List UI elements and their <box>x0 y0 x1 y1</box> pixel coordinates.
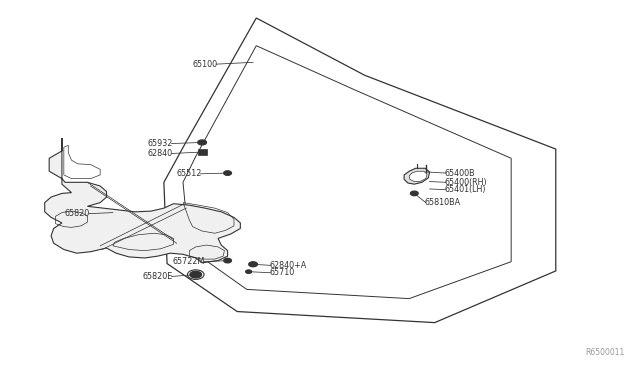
Circle shape <box>224 171 232 175</box>
Circle shape <box>198 140 207 145</box>
Circle shape <box>410 191 418 196</box>
Circle shape <box>246 270 252 273</box>
Circle shape <box>224 259 232 263</box>
Text: 65400B: 65400B <box>445 169 476 177</box>
Circle shape <box>190 271 202 278</box>
Text: 62840: 62840 <box>148 149 173 158</box>
Text: 65710: 65710 <box>269 268 295 277</box>
Circle shape <box>248 262 257 267</box>
Polygon shape <box>45 138 241 263</box>
Text: 65401(LH): 65401(LH) <box>445 185 486 194</box>
Polygon shape <box>409 171 427 182</box>
Text: 65512: 65512 <box>176 169 202 178</box>
Text: 62840+A: 62840+A <box>269 261 307 270</box>
Polygon shape <box>404 168 429 184</box>
Text: R6500011: R6500011 <box>586 347 625 357</box>
Text: 65810BA: 65810BA <box>424 198 461 207</box>
FancyBboxPatch shape <box>198 150 207 155</box>
Text: 65400(RH): 65400(RH) <box>445 178 488 187</box>
Text: 65722M: 65722M <box>172 257 205 266</box>
Text: 65820E: 65820E <box>143 272 173 281</box>
Text: 65100: 65100 <box>192 60 218 69</box>
Text: 65932: 65932 <box>147 139 173 148</box>
Text: 65820: 65820 <box>65 209 90 218</box>
